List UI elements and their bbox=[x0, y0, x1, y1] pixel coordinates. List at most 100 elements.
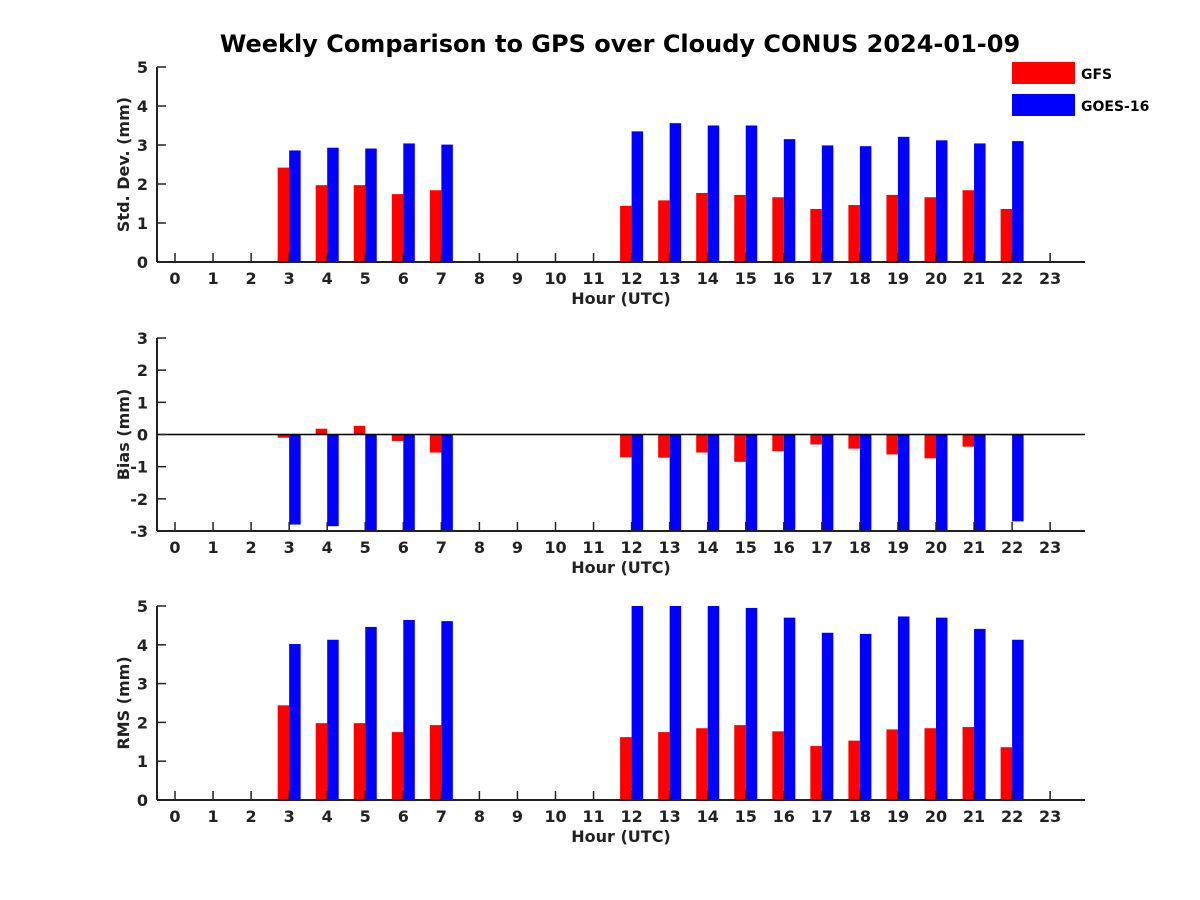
bar-goes-16-hour-20 bbox=[936, 140, 948, 262]
y-tick-label: 5 bbox=[137, 597, 148, 616]
y-tick-label: 0 bbox=[137, 253, 148, 272]
bar-gfs-hour-3 bbox=[277, 434, 290, 438]
x-tick-label: 8 bbox=[474, 269, 485, 288]
x-tick-label: 2 bbox=[246, 269, 257, 288]
bar-gfs-hour-19 bbox=[886, 729, 898, 800]
bar-gfs-hour-12 bbox=[620, 434, 632, 458]
bar-gfs-hour-18 bbox=[848, 205, 860, 262]
x-tick-label: 0 bbox=[169, 807, 180, 826]
x-tick-label: 10 bbox=[544, 538, 566, 557]
x-tick-label: 15 bbox=[735, 269, 757, 288]
legend-label-goes-16: GOES-16 bbox=[1081, 99, 1149, 115]
x-tick-label: 16 bbox=[773, 807, 795, 826]
bar-goes-16-hour-6 bbox=[403, 434, 415, 531]
bar-goes-16-hour-14 bbox=[707, 606, 720, 800]
y-tick-label: -2 bbox=[130, 490, 148, 509]
x-tick-label: 22 bbox=[1001, 807, 1023, 826]
x-tick-label: 7 bbox=[436, 538, 447, 557]
bar-goes-16-hour-17 bbox=[821, 434, 834, 531]
bar-goes-16-hour-19 bbox=[897, 136, 910, 262]
x-tick-label: 20 bbox=[925, 269, 947, 288]
bar-gfs-hour-16 bbox=[772, 731, 784, 800]
bar-goes-16-hour-4 bbox=[327, 434, 339, 527]
legend-label-gfs: GFS bbox=[1081, 67, 1112, 83]
bar-gfs-hour-17 bbox=[810, 746, 822, 800]
x-tick-label: 13 bbox=[659, 538, 681, 557]
bar-gfs-hour-3 bbox=[277, 167, 290, 262]
bar-gfs-hour-14 bbox=[696, 728, 708, 800]
y-tick-label: 0 bbox=[137, 791, 148, 810]
y-tick-label: 2 bbox=[137, 361, 148, 380]
y-tick-label: 3 bbox=[137, 675, 148, 694]
x-tick-label: 3 bbox=[284, 807, 295, 826]
bar-goes-16-hour-5 bbox=[365, 434, 377, 531]
x-tick-label: 19 bbox=[887, 538, 909, 557]
bar-gfs-hour-7 bbox=[429, 190, 442, 262]
bar-goes-16-hour-22 bbox=[1012, 639, 1024, 800]
bar-goes-16-hour-4 bbox=[327, 639, 339, 800]
x-axis-label: Hour (UTC) bbox=[571, 827, 671, 846]
x-tick-label: 23 bbox=[1039, 538, 1061, 557]
bar-goes-16-hour-5 bbox=[365, 148, 377, 262]
x-tick-label: 14 bbox=[697, 807, 719, 826]
x-tick-label: 13 bbox=[659, 269, 681, 288]
bar-gfs-hour-18 bbox=[848, 434, 860, 449]
bar-gfs-hour-5 bbox=[353, 723, 366, 800]
bar-goes-16-hour-13 bbox=[669, 434, 682, 531]
y-tick-label: 2 bbox=[137, 713, 148, 732]
y-tick-label: 3 bbox=[137, 136, 148, 155]
x-tick-label: 5 bbox=[360, 269, 371, 288]
bar-gfs-hour-7 bbox=[429, 434, 442, 453]
bar-gfs-hour-6 bbox=[391, 732, 404, 800]
bar-goes-16-hour-7 bbox=[441, 144, 453, 262]
bar-gfs-hour-12 bbox=[620, 737, 632, 800]
x-axis-label: Hour (UTC) bbox=[571, 558, 671, 577]
bar-goes-16-hour-15 bbox=[745, 125, 758, 262]
y-tick-label: 1 bbox=[137, 752, 148, 771]
x-tick-label: 16 bbox=[773, 538, 795, 557]
x-tick-label: 12 bbox=[620, 807, 642, 826]
bar-goes-16-hour-3 bbox=[289, 150, 301, 262]
bar-goes-16-hour-18 bbox=[859, 146, 872, 262]
x-tick-label: 1 bbox=[207, 269, 218, 288]
x-tick-label: 6 bbox=[398, 807, 409, 826]
bar-gfs-hour-4 bbox=[315, 185, 328, 262]
y-tick-label: 4 bbox=[137, 636, 148, 655]
x-tick-label: 0 bbox=[169, 538, 180, 557]
bar-gfs-hour-15 bbox=[734, 725, 746, 800]
bar-gfs-hour-16 bbox=[772, 197, 784, 262]
x-tick-label: 10 bbox=[544, 269, 566, 288]
x-tick-label: 5 bbox=[360, 538, 371, 557]
x-tick-label: 9 bbox=[512, 269, 523, 288]
bar-goes-16-hour-4 bbox=[327, 147, 339, 262]
bar-goes-16-hour-19 bbox=[897, 434, 910, 531]
x-tick-label: 23 bbox=[1039, 807, 1061, 826]
y-tick-label: 5 bbox=[137, 58, 148, 77]
y-tick-label: 2 bbox=[137, 175, 148, 194]
bar-goes-16-hour-19 bbox=[897, 616, 910, 800]
bar-gfs-hour-5 bbox=[353, 425, 366, 435]
bar-goes-16-hour-13 bbox=[669, 123, 682, 262]
bar-gfs-hour-5 bbox=[353, 185, 366, 262]
x-tick-label: 7 bbox=[436, 269, 447, 288]
bar-gfs-hour-13 bbox=[658, 732, 670, 800]
x-tick-label: 10 bbox=[544, 807, 566, 826]
x-tick-label: 8 bbox=[474, 538, 485, 557]
x-tick-label: 12 bbox=[620, 269, 642, 288]
x-tick-label: 11 bbox=[582, 269, 604, 288]
bar-gfs-hour-21 bbox=[962, 190, 975, 262]
bar-gfs-hour-13 bbox=[658, 434, 670, 458]
y-tick-label: 3 bbox=[137, 329, 148, 348]
bar-gfs-hour-15 bbox=[734, 194, 746, 262]
bar-goes-16-hour-16 bbox=[783, 139, 796, 262]
bar-gfs-hour-20 bbox=[924, 728, 936, 800]
bar-goes-16-hour-16 bbox=[783, 434, 796, 531]
x-tick-label: 16 bbox=[773, 269, 795, 288]
bar-gfs-hour-13 bbox=[658, 200, 670, 262]
x-tick-label: 23 bbox=[1039, 269, 1061, 288]
bar-goes-16-hour-20 bbox=[936, 434, 948, 531]
y-tick-label: 1 bbox=[137, 214, 148, 233]
bar-goes-16-hour-3 bbox=[289, 644, 301, 800]
bar-goes-16-hour-17 bbox=[821, 145, 834, 262]
x-tick-label: 19 bbox=[887, 807, 909, 826]
